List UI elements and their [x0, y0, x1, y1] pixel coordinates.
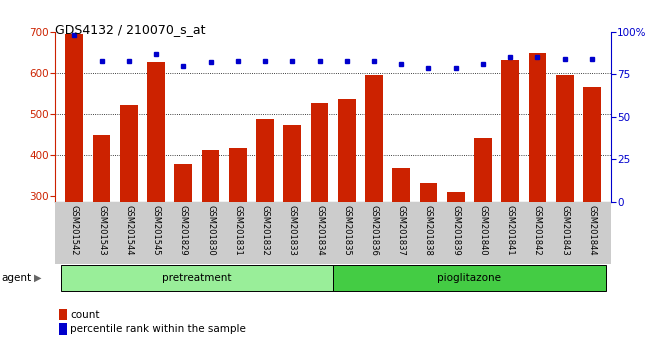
Text: GSM201834: GSM201834	[315, 205, 324, 256]
Text: pretreatment: pretreatment	[162, 273, 231, 283]
Bar	[174, 164, 192, 202]
Bar	[583, 87, 601, 202]
Bar	[256, 120, 274, 202]
Bar	[420, 183, 437, 202]
Text: ▶: ▶	[34, 273, 42, 283]
Text: GSM201543: GSM201543	[97, 205, 106, 256]
Text: count: count	[70, 310, 99, 320]
Text: GSM201839: GSM201839	[451, 205, 460, 256]
Text: GSM201832: GSM201832	[261, 205, 270, 256]
Text: GSM201835: GSM201835	[343, 205, 351, 256]
Bar	[365, 75, 383, 202]
Bar	[93, 135, 110, 202]
Text: GSM201542: GSM201542	[70, 205, 79, 255]
Bar	[528, 53, 546, 202]
Bar	[447, 192, 465, 202]
Text: GSM201545: GSM201545	[151, 205, 161, 255]
Text: GDS4132 / 210070_s_at: GDS4132 / 210070_s_at	[55, 23, 206, 36]
Text: GSM201842: GSM201842	[533, 205, 542, 256]
Text: GSM201544: GSM201544	[124, 205, 133, 255]
Bar	[66, 34, 83, 202]
Text: GSM201831: GSM201831	[233, 205, 242, 256]
Text: GSM201830: GSM201830	[206, 205, 215, 256]
Text: GSM201840: GSM201840	[478, 205, 488, 256]
Bar	[202, 150, 220, 202]
Bar	[338, 98, 356, 202]
Text: GSM201829: GSM201829	[179, 205, 188, 256]
Text: GSM201833: GSM201833	[288, 205, 297, 256]
Text: GSM201841: GSM201841	[506, 205, 515, 256]
Bar	[60, 265, 333, 291]
Bar	[283, 125, 301, 202]
Text: GSM201836: GSM201836	[369, 205, 378, 256]
Text: GSM201837: GSM201837	[396, 205, 406, 256]
Bar	[120, 105, 138, 202]
Text: GSM201844: GSM201844	[588, 205, 597, 256]
Bar	[501, 60, 519, 202]
Text: agent: agent	[1, 273, 31, 283]
Text: GSM201838: GSM201838	[424, 205, 433, 256]
Text: pioglitazone: pioglitazone	[437, 273, 501, 283]
Bar	[147, 62, 165, 202]
Bar	[229, 148, 246, 202]
Bar	[333, 265, 606, 291]
Bar	[474, 138, 492, 202]
Text: percentile rank within the sample: percentile rank within the sample	[70, 324, 246, 334]
Text: GSM201843: GSM201843	[560, 205, 569, 256]
Bar	[393, 168, 410, 202]
Bar	[311, 103, 328, 202]
Bar	[556, 75, 573, 202]
